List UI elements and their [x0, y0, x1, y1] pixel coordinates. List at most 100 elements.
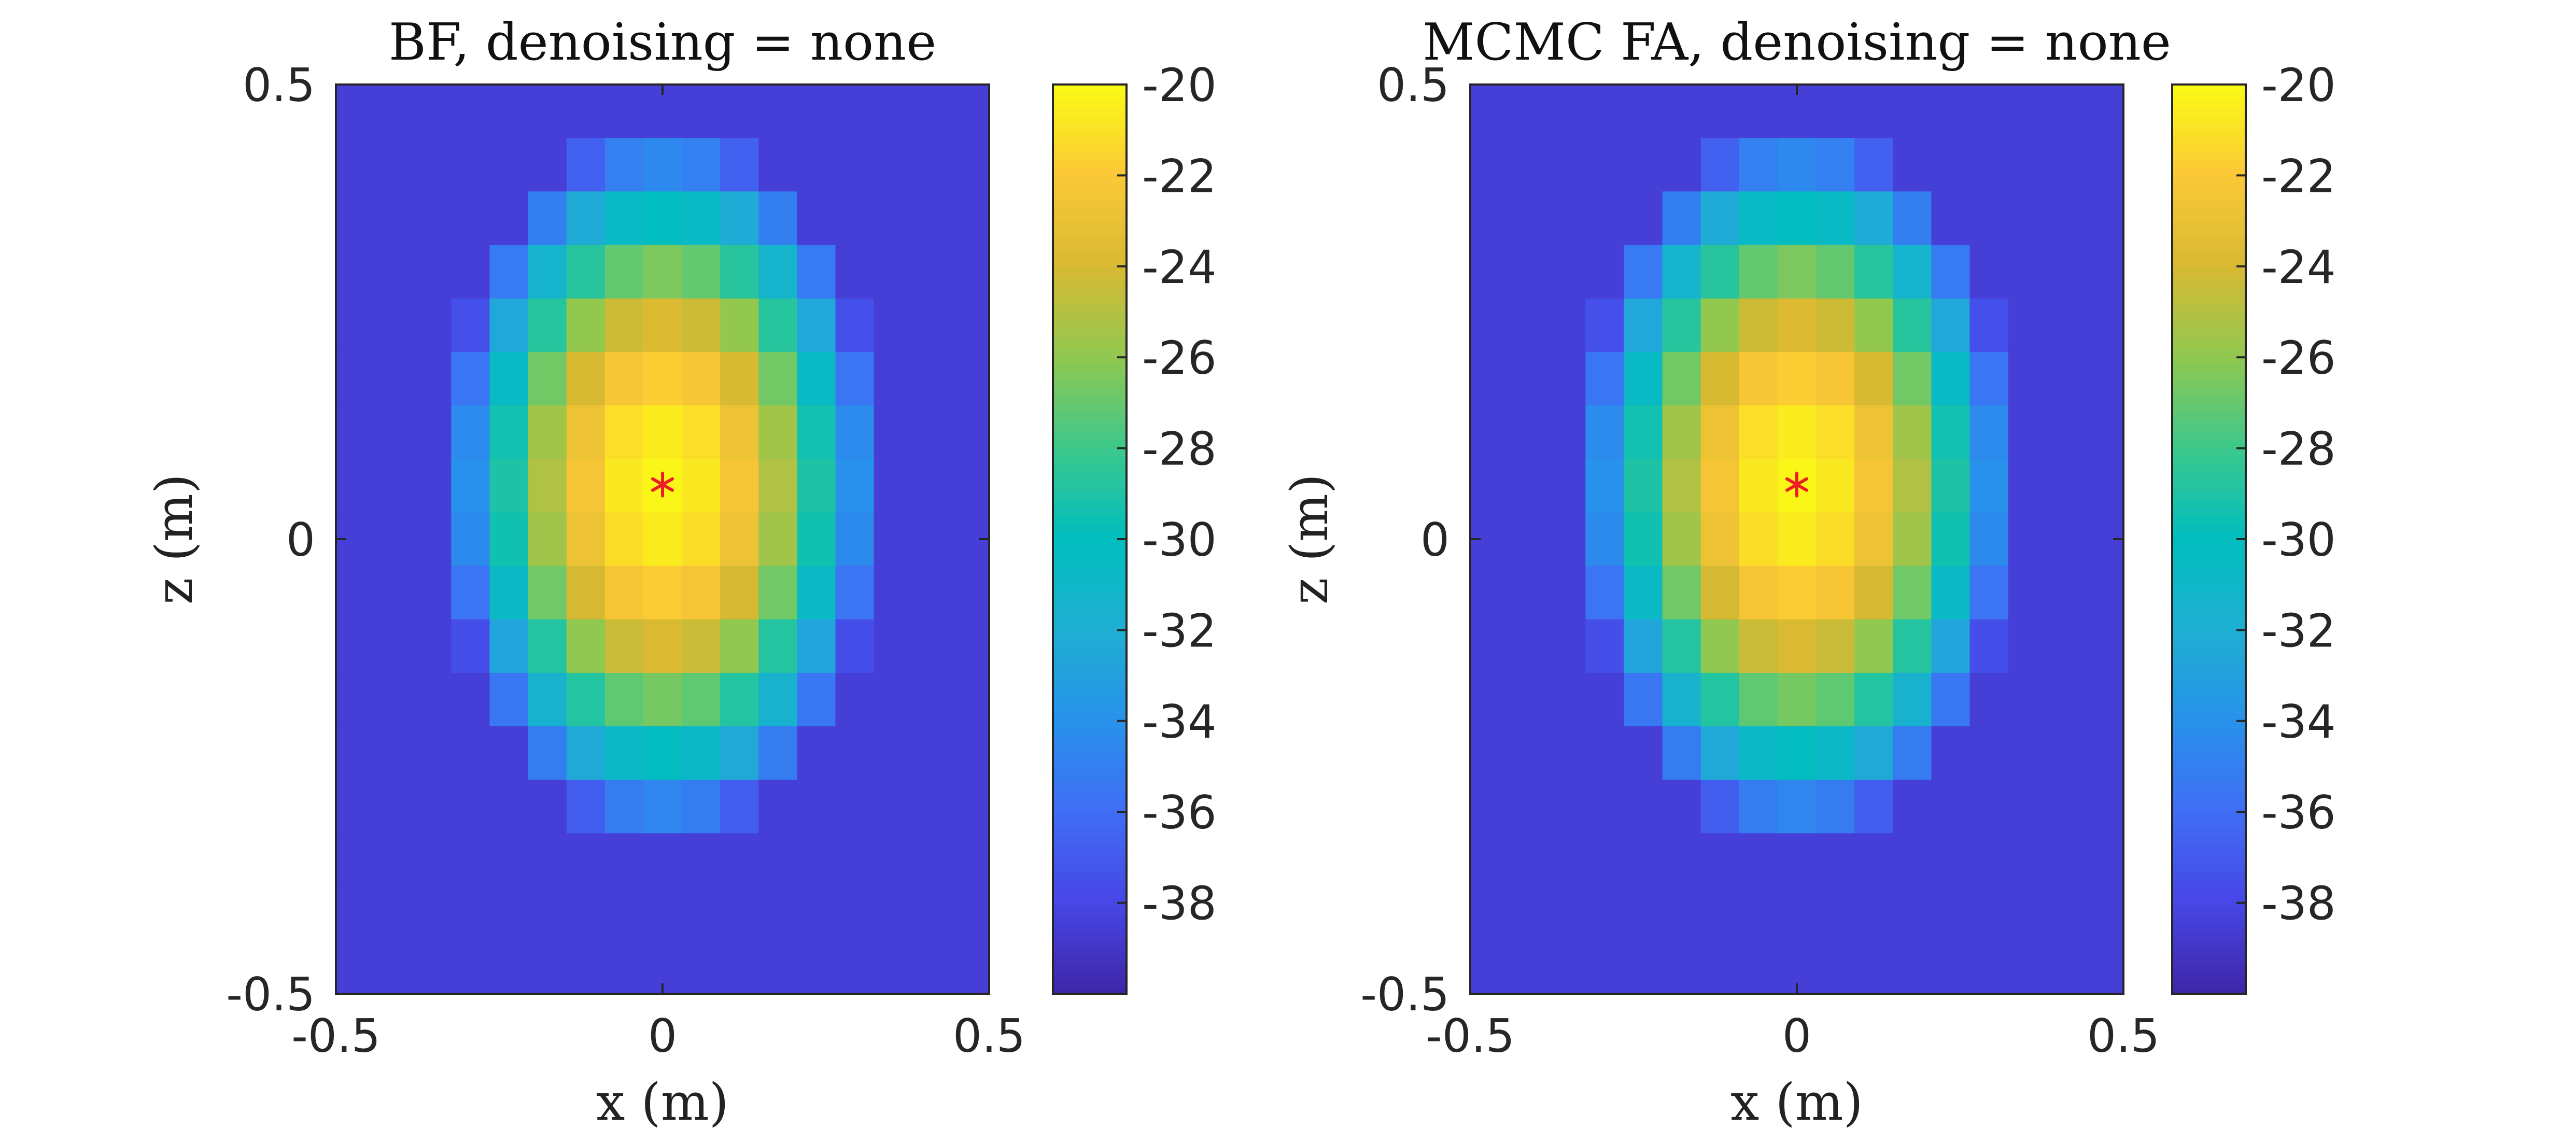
axis-ticks: -0.5 0 0.5 0.5 0 -0.5 — [1360, 59, 2160, 1063]
heatmap-cell — [1700, 940, 1740, 994]
colorbar-segment — [1053, 584, 1127, 593]
heatmap-cell — [1700, 886, 1740, 941]
colorbar-segment — [1053, 205, 1127, 214]
heatmap-cell — [1931, 940, 1970, 994]
colorbar-segment — [1053, 327, 1127, 335]
heatmap-cell — [1816, 940, 1855, 994]
heatmap-cell — [950, 726, 990, 780]
heatmap-cell — [1700, 459, 1740, 513]
heatmap-cell — [1624, 405, 1663, 459]
heatmap-cell — [1777, 726, 1817, 780]
colorbar-segment — [2172, 978, 2246, 987]
colorbar-segment — [2172, 561, 2246, 570]
heatmap-cell — [1739, 886, 1778, 941]
colorbar-segment — [2172, 327, 2246, 335]
heatmap-cell — [2085, 84, 2124, 138]
heatmap-cell — [643, 672, 682, 727]
colorbar-segment — [1053, 198, 1127, 206]
heatmap-cell — [1585, 191, 1625, 246]
heatmap-cell — [336, 833, 375, 887]
colorbar-segment — [2172, 880, 2246, 889]
heatmap-cell — [528, 940, 567, 994]
heatmap-cell — [797, 138, 836, 192]
heatmap-cell — [336, 351, 375, 406]
colorbar-segment — [2172, 501, 2246, 510]
heatmap-cell — [950, 405, 990, 459]
colorbar-segment — [2172, 925, 2246, 934]
colorbar-segment — [2172, 948, 2246, 956]
colorbar-tick-label: -36 — [1142, 786, 1217, 839]
colorbar-segment — [2172, 100, 2246, 108]
heatmap-cell — [1470, 405, 1509, 459]
heatmap-cell — [874, 138, 913, 192]
heatmap-cell — [413, 459, 452, 513]
heatmap-cell — [758, 619, 798, 673]
heatmap-cell — [374, 833, 413, 887]
colorbar-segment — [1053, 281, 1127, 290]
heatmap-cell — [797, 459, 836, 513]
colorbar-segment — [1053, 865, 1127, 873]
heatmap-cell — [1585, 405, 1625, 459]
heatmap-cell — [413, 351, 452, 406]
heatmap-cell — [604, 245, 644, 299]
colorbar-segment — [1053, 880, 1127, 889]
heatmap-cell — [1969, 672, 2009, 727]
colorbar-segment — [2172, 289, 2246, 298]
heatmap-cell — [1777, 351, 1817, 406]
heatmap-cell — [1547, 780, 1586, 834]
colorbar-segment — [2172, 259, 2246, 267]
colorbar-segment — [2172, 304, 2246, 313]
heatmap-cell — [1509, 351, 1547, 406]
colorbar-segment — [1053, 342, 1127, 350]
heatmap-cell — [413, 672, 452, 727]
heatmap-cell — [720, 833, 759, 887]
heatmap-cell — [1739, 298, 1778, 353]
heatmap-cell — [1816, 672, 1855, 727]
colorbar-segment — [1053, 925, 1127, 934]
heatmap-cell — [912, 84, 951, 138]
heatmap-cell — [1470, 619, 1509, 673]
heatmap-cell — [1816, 780, 1855, 834]
heatmap-cell — [2046, 566, 2086, 620]
heatmap-cell — [758, 191, 798, 246]
heatmap-cell — [413, 886, 452, 941]
heatmap-cell — [950, 566, 990, 620]
heatmap-cell — [413, 512, 452, 567]
heatmap-cell — [1624, 780, 1663, 834]
colorbar-segment — [2172, 736, 2246, 744]
heatmap-cell — [950, 780, 990, 834]
heatmap-cell — [1662, 780, 1701, 834]
heatmap-cell — [451, 619, 490, 673]
colorbar-segment — [1053, 569, 1127, 577]
heatmap-cell — [1509, 138, 1547, 192]
colorbar-segment — [2172, 425, 2246, 434]
heatmap-cell — [720, 84, 759, 138]
heatmap-cell — [1854, 833, 1893, 887]
heatmap-cell — [835, 245, 875, 299]
heatmap-cell — [451, 833, 490, 887]
heatmap-cell — [2008, 298, 2047, 353]
heatmap-cell — [566, 940, 606, 994]
x-tick-label: 0 — [648, 1009, 677, 1063]
colorbar-segment — [2172, 357, 2246, 365]
heatmap-cell — [758, 84, 798, 138]
heatmap-cell — [2046, 780, 2086, 834]
colorbar-segment — [2172, 963, 2246, 971]
colorbar-segment — [1053, 887, 1127, 896]
heatmap-cell — [413, 138, 452, 192]
heatmap-cell — [489, 84, 529, 138]
heatmap-cell — [604, 780, 644, 834]
heatmap-cell — [2008, 566, 2047, 620]
heatmap-cell — [2085, 191, 2124, 246]
colorbar-segment — [2172, 827, 2246, 835]
heatmap-cell — [1931, 512, 1970, 567]
heatmap-cell — [758, 726, 798, 780]
heatmap-cell — [2008, 459, 2047, 513]
colorbar-segment — [1053, 160, 1127, 168]
plot-title: MCMC FA, denoising = none — [1423, 13, 2171, 72]
heatmap-cell — [643, 566, 682, 620]
heatmap-cell — [1662, 726, 1701, 780]
heatmap-cell — [2046, 405, 2086, 459]
colorbar-segment — [1053, 115, 1127, 123]
colorbar-segment — [1053, 933, 1127, 941]
